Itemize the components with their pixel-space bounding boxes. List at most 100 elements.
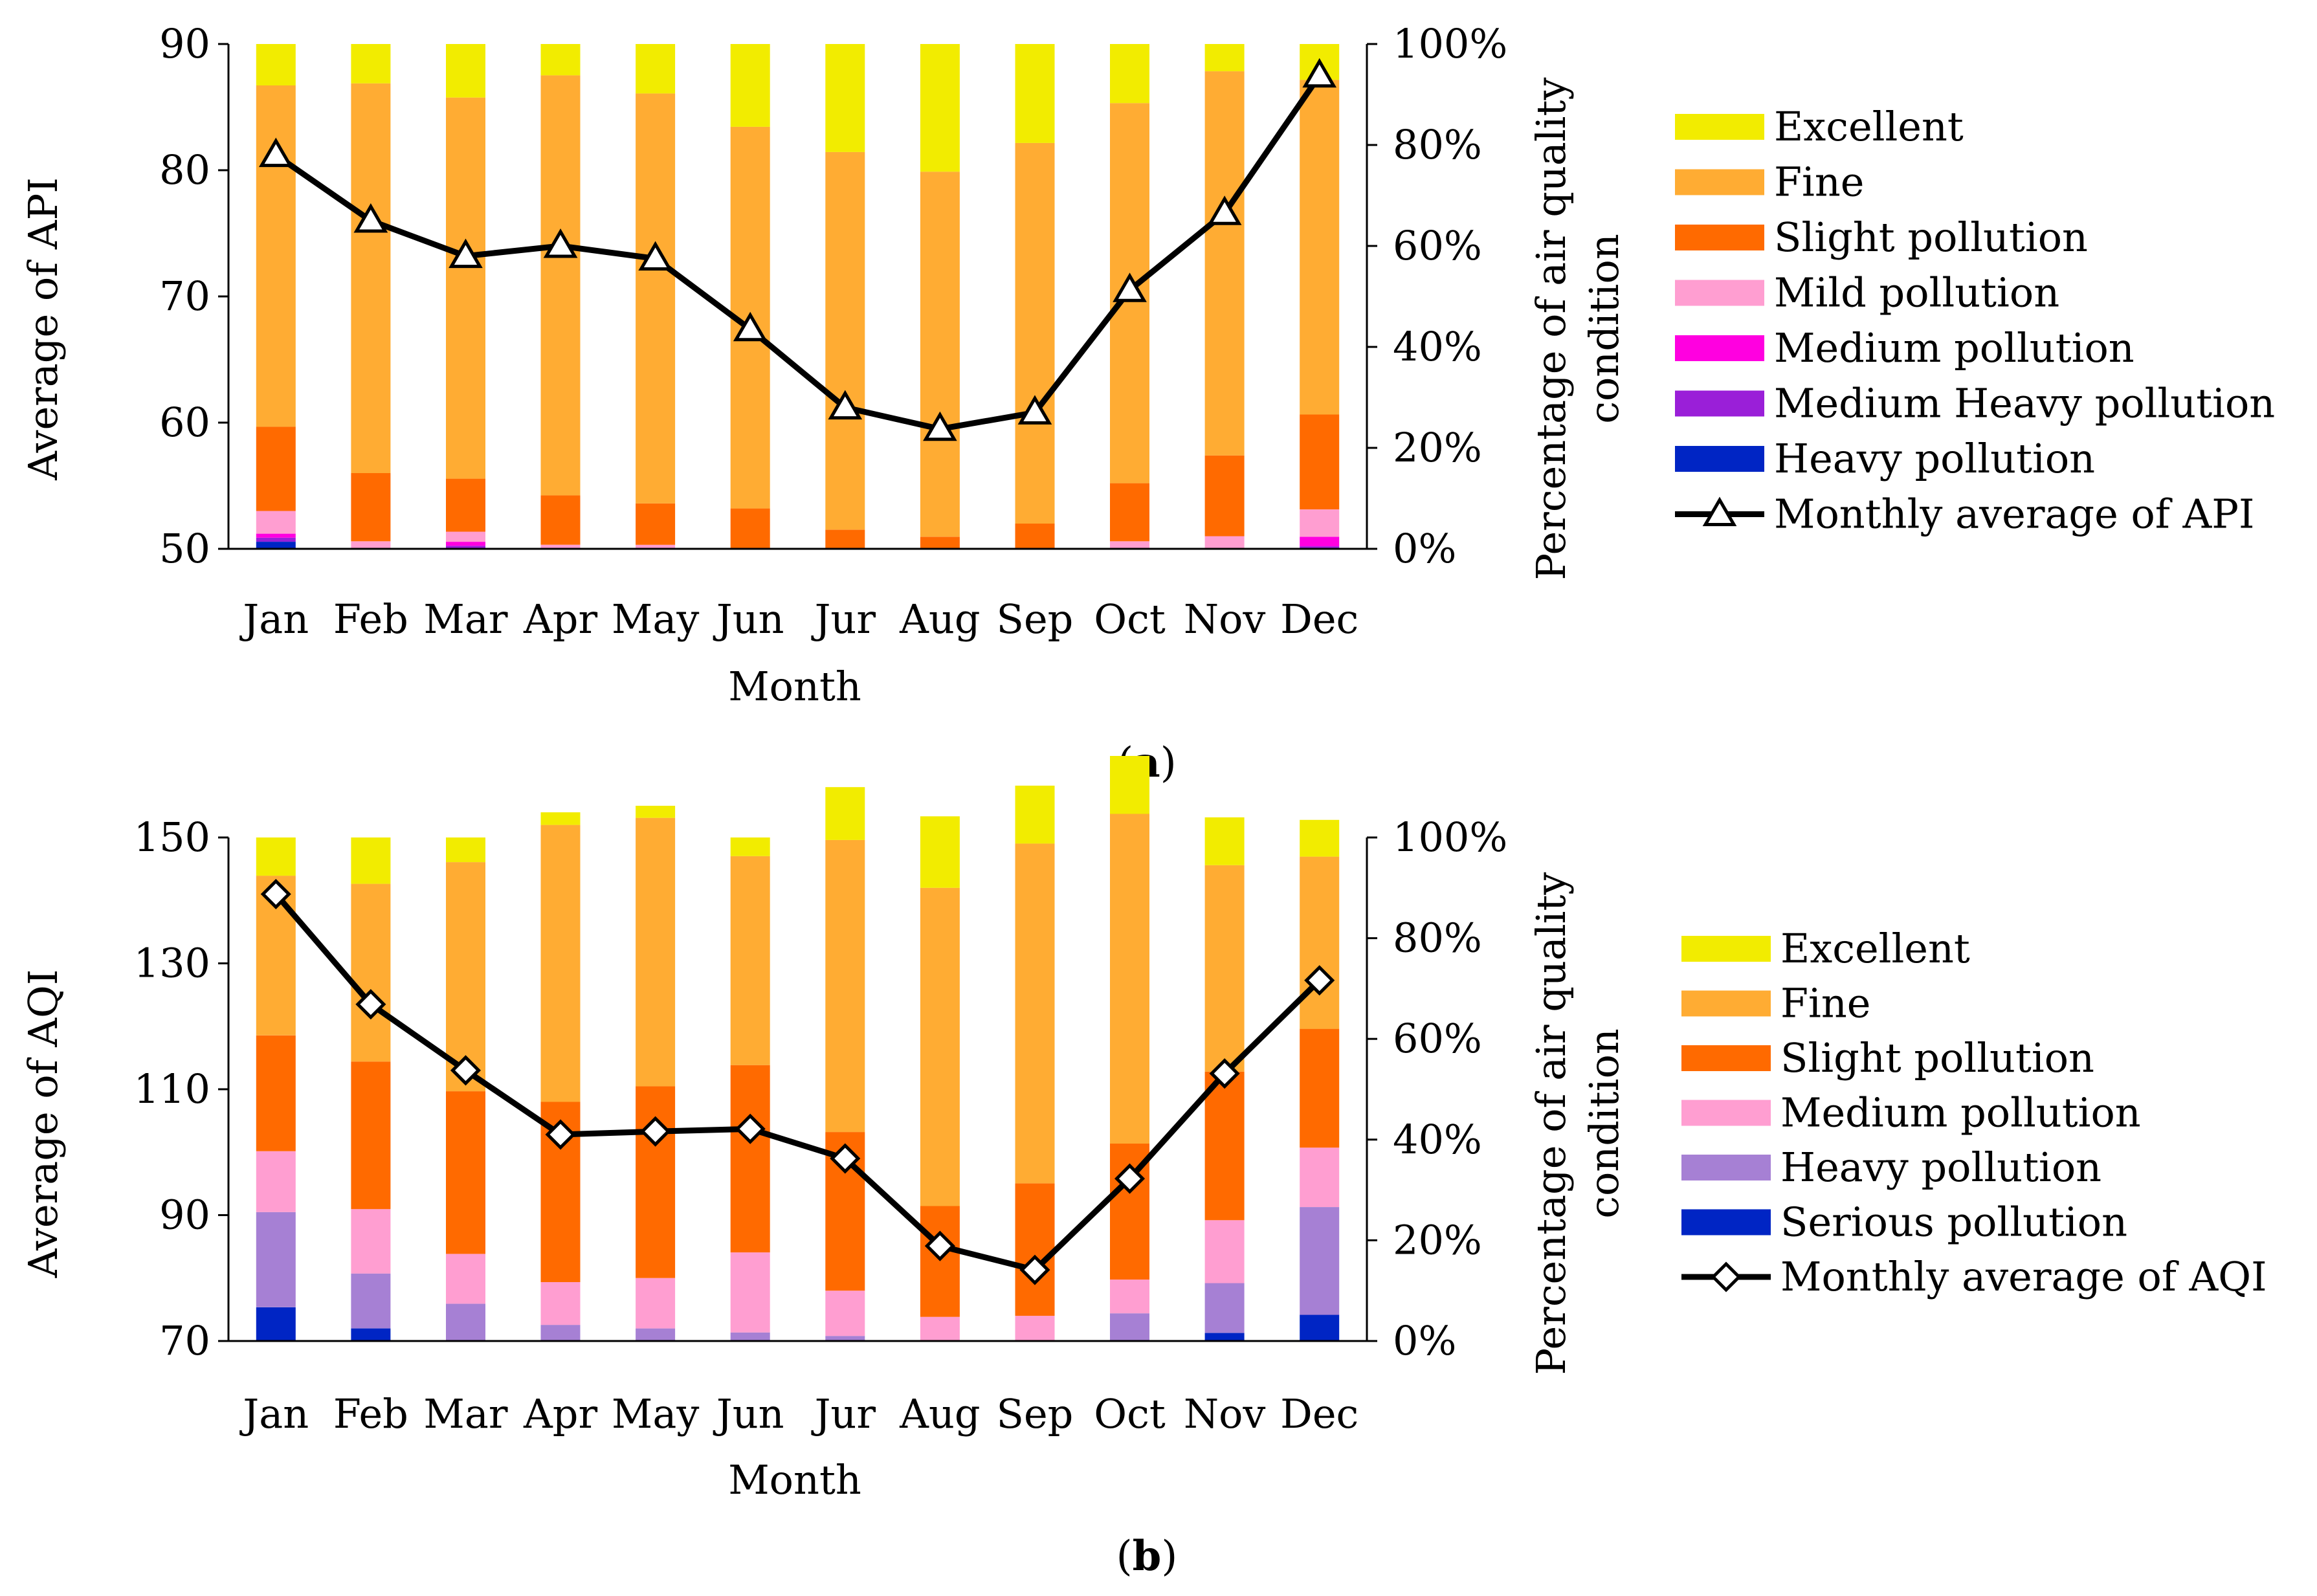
panel-b-bar-may-excellent [636, 806, 676, 818]
panel-b-x-axis-title: Month [728, 1456, 861, 1503]
panel-a-bar-nov-fine [1204, 71, 1245, 456]
panel-a-bar-jun-excellent [730, 44, 770, 127]
panel-b-bar-jan-medium-pollution [256, 1151, 296, 1212]
panel-b-line-series [260, 878, 1335, 1285]
panel-b-label: (b) [1116, 1532, 1178, 1580]
panel-a-y2-tick-label: 0% [1393, 525, 1456, 572]
panel-b-marker-mar [450, 1055, 481, 1086]
panel-b-label-close: ) [1161, 1533, 1177, 1580]
panel-b-marker-apr [545, 1119, 576, 1150]
panel-a-bar-feb-slight-pollution [351, 473, 391, 542]
panel-b-x-tick-label-jur: Jur [811, 1390, 876, 1437]
panel-b-bar-oct-excellent [1110, 756, 1149, 814]
panel-a-bar-feb-excellent [351, 44, 391, 83]
panel-a-legend-swatch-medium-heavy-pollution [1675, 390, 1764, 417]
panel-b-bar-apr-heavy-pollution [540, 1325, 581, 1341]
panel-a-bar-may-fine [636, 93, 676, 504]
panel-b-y2-tick-label: 80% [1393, 914, 1482, 962]
panel-a-bar-mar-medium-pollution [446, 542, 485, 546]
panel-b-bar-dec-fine [1300, 856, 1340, 1029]
panel-b-legend-swatch-heavy-pollution [1681, 1155, 1771, 1180]
panel-b-y-tick-label: 110 [134, 1065, 210, 1113]
panel-b-bar-feb-slight-pollution [351, 1061, 391, 1210]
panel-a-bar-dec-medium-pollution [1300, 537, 1340, 547]
panel-b-y-tick-label: 70 [159, 1317, 210, 1364]
panel-a-x-tick-label-dec: Dec [1280, 595, 1358, 643]
panel-b-bars [256, 756, 1340, 1341]
panel-b-bar-nov-medium-pollution [1204, 1220, 1245, 1283]
panel-a-y-axis-title: Average of API [19, 177, 67, 481]
panel-b-bar-mar-slight-pollution [446, 1091, 485, 1254]
panel-b-bar-jan-heavy-pollution [256, 1212, 296, 1307]
panel-b-average-line [273, 892, 1322, 1273]
panel-a-x-tick-label-aug: Aug [899, 595, 980, 643]
panel-a-x-tick-label-nov: Nov [1184, 595, 1266, 643]
panel-a-x-axis-title: Month [728, 663, 861, 710]
panel-a-legend-swatch-medium-pollution [1675, 335, 1764, 361]
panel-a-bar-mar-fine [446, 97, 485, 479]
panel-b-bar-aug-excellent [920, 816, 960, 888]
panel-b-bar-jun-medium-pollution [730, 1252, 770, 1333]
panel-a-average-line [274, 74, 1322, 432]
panel-b-bar-jan-slight-pollution [256, 1035, 296, 1151]
panel-a-bar-mar-medium-heavy-pollution [446, 546, 485, 549]
panel-b-x-tick-label-aug: Aug [899, 1390, 980, 1437]
panel-b-y2-tick-label: 40% [1393, 1116, 1482, 1163]
panel-b-legend-label-heavy-pollution: Heavy pollution [1780, 1144, 2101, 1191]
panel-a-x-tick-label-jun: Jun [713, 595, 784, 643]
panel-b-bar-dec-heavy-pollution [1300, 1207, 1340, 1315]
panel-b-x-tick-label-nov: Nov [1184, 1390, 1266, 1437]
panel-b-marker-sep [1019, 1254, 1050, 1285]
panel-b-legend-swatch-slight-pollution [1681, 1045, 1771, 1071]
panel-a-bar-sep-fine [1015, 142, 1055, 524]
panel-a-x-tick-label-may: May [612, 595, 699, 643]
panel-b-bar-may-slight-pollution [636, 1086, 676, 1278]
panel-a-label-close: ) [1160, 739, 1177, 787]
panel-b-bar-apr-medium-pollution [540, 1282, 581, 1325]
panel-a-legend-marker [1702, 496, 1737, 526]
panel-a-bars [256, 44, 1340, 549]
panel-b-bar-sep-medium-pollution [1015, 1316, 1055, 1341]
panel-b-legend-label-medium-pollution: Medium pollution [1780, 1089, 2141, 1136]
panel-a-api-chart: 50 60 70 80 90 0% 20% 40% 60% 80% 100% Jan Feb Mar Apr… [19, 20, 2275, 787]
panel-a-bar-aug-fine [920, 172, 960, 537]
panel-b-bar-mar-fine [446, 862, 485, 1092]
panel-a-bar-dec-mild-pollution [1300, 509, 1340, 537]
panel-b-bar-may-heavy-pollution [636, 1328, 676, 1341]
panel-b-bar-nov-fine [1204, 865, 1245, 1072]
panel-b-marker-aug [924, 1230, 955, 1261]
panel-b-y2-tick-label: 20% [1393, 1216, 1482, 1263]
panel-b-y-axis-title: Average of AQI [19, 970, 67, 1279]
panel-a-bar-oct-excellent [1110, 44, 1149, 104]
panel-a-x-tick-label-apr: Apr [523, 595, 597, 643]
panel-a-bar-jur-fine [825, 151, 865, 530]
panel-b-x-tick-label-oct: Oct [1094, 1390, 1166, 1437]
panel-a-bar-jan-medium-pollution [256, 533, 296, 538]
panel-a-y2-tick-label: 40% [1393, 323, 1482, 370]
panel-a-bar-jan-slight-pollution [256, 427, 296, 511]
panel-b-bar-jun-fine [730, 856, 770, 1065]
panel-b-label-open: ( [1116, 1533, 1133, 1580]
panel-b-bar-feb-serious-pollution [351, 1328, 391, 1341]
panel-b-y-tick-label: 130 [134, 940, 210, 987]
panel-a-marker-oct [1113, 272, 1147, 302]
panel-a-bar-oct-mild-pollution [1110, 541, 1149, 549]
panel-a-x-tick-label-mar: Mar [423, 595, 507, 643]
panel-a-legend-swatch-slight-pollution [1675, 225, 1764, 250]
panel-b-y2-tick-label: 100% [1393, 814, 1507, 861]
panel-a-bar-oct-slight-pollution [1110, 483, 1149, 542]
panel-a-marker-feb [353, 203, 388, 233]
panel-a-bar-mar-excellent [446, 44, 485, 98]
panel-a-legend-swatch-excellent [1675, 114, 1764, 140]
panel-a-y-tick-label: 50 [159, 525, 210, 572]
panel-a-bar-may-excellent [636, 44, 676, 94]
panel-b-y-tick-label: 150 [134, 814, 210, 861]
panel-a-bar-nov-slight-pollution [1204, 455, 1245, 537]
panel-b-bar-mar-heavy-pollution [446, 1303, 485, 1341]
panel-b-marker-may [640, 1116, 671, 1147]
panel-a-bar-sep-slight-pollution [1015, 524, 1055, 549]
panel-b-bar-sep-excellent [1015, 785, 1055, 844]
panel-a-y2-tick-label: 20% [1393, 424, 1482, 471]
panel-a-x-tick-label-jan: Jan [239, 595, 309, 643]
panel-b-bar-aug-slight-pollution [920, 1206, 960, 1317]
